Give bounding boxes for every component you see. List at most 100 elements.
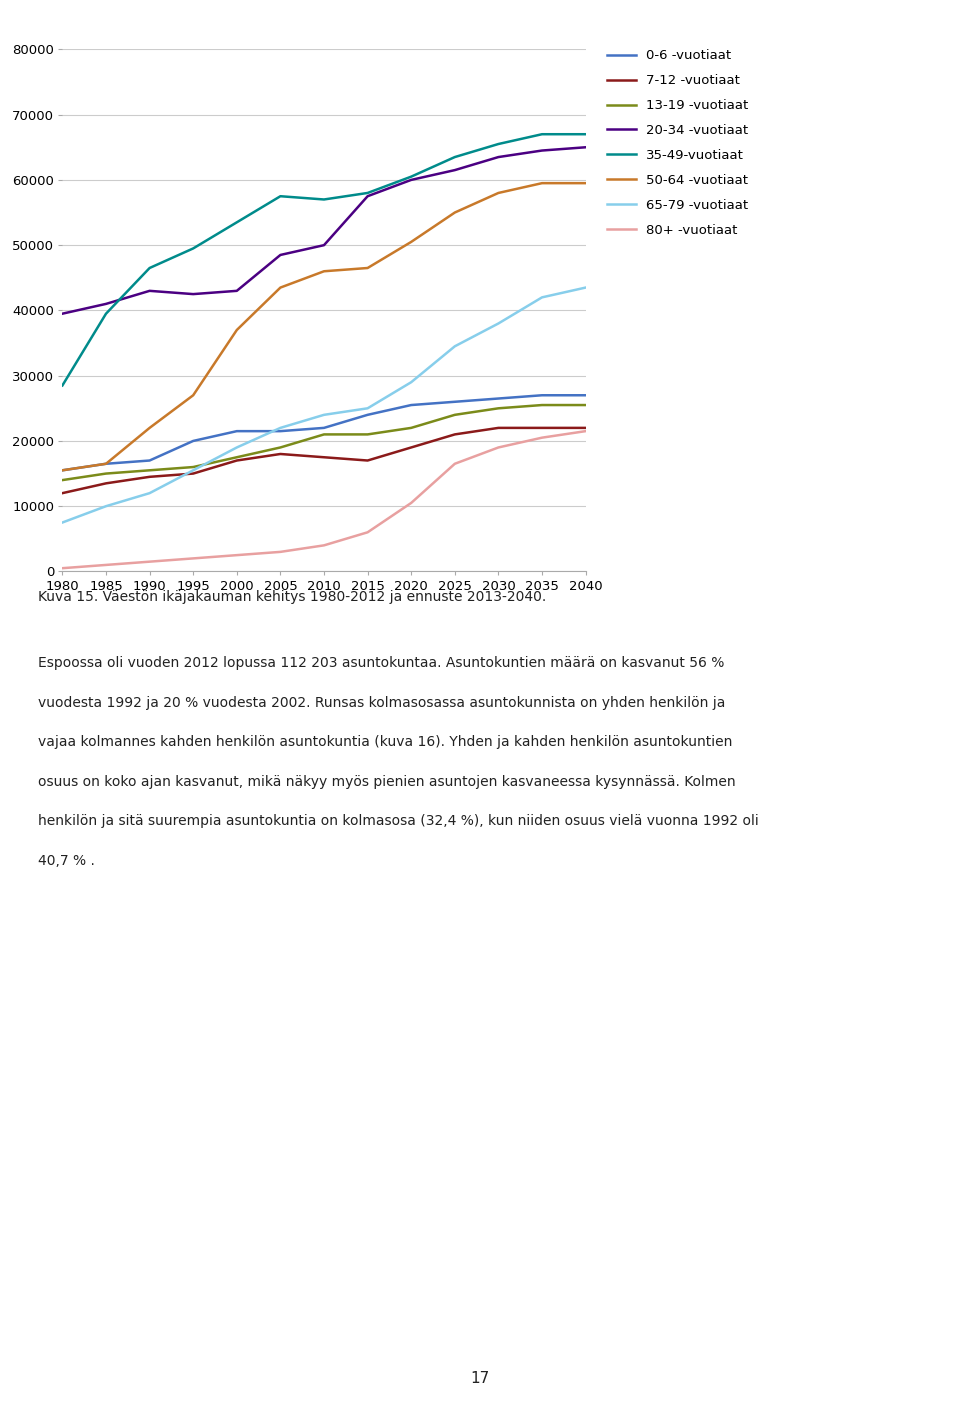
Text: 40,7 % .: 40,7 % . [38,854,95,868]
20-34 -vuotiaat [492,148,504,165]
50-64 -vuotiaat [57,461,68,478]
35-49-vuotiaat [57,377,68,394]
7-12 -vuotiaat [537,419,548,436]
65-79 -vuotiaat [231,439,243,456]
Line: 50-64 -vuotiaat: 50-64 -vuotiaat [62,183,586,470]
20-34 -vuotiaat [580,138,591,155]
50-64 -vuotiaat [100,456,111,473]
50-64 -vuotiaat [449,205,461,222]
80+ -vuotiaat [187,550,199,567]
65-79 -vuotiaat [100,498,111,515]
20-34 -vuotiaat [231,282,243,299]
80+ -vuotiaat [405,494,417,511]
80+ -vuotiaat [144,553,156,570]
7-12 -vuotiaat [275,446,286,463]
50-64 -vuotiaat [319,262,330,279]
Text: vajaa kolmannes kahden henkilön asuntokuntia (kuva 16). Yhden ja kahden henkilön: vajaa kolmannes kahden henkilön asuntoku… [38,735,732,749]
65-79 -vuotiaat [362,399,373,416]
50-64 -vuotiaat [492,185,504,202]
0-6 -vuotiaat [362,406,373,423]
Line: 0-6 -vuotiaat: 0-6 -vuotiaat [62,395,586,470]
0-6 -vuotiaat [144,452,156,468]
20-34 -vuotiaat [449,162,461,179]
20-34 -vuotiaat [100,295,111,312]
7-12 -vuotiaat [187,466,199,483]
80+ -vuotiaat [580,423,591,440]
35-49-vuotiaat [319,190,330,207]
Line: 20-34 -vuotiaat: 20-34 -vuotiaat [62,147,586,313]
13-19 -vuotiaat [449,406,461,423]
35-49-vuotiaat [492,135,504,152]
35-49-vuotiaat [231,214,243,231]
0-6 -vuotiaat [537,387,548,404]
7-12 -vuotiaat [57,484,68,501]
65-79 -vuotiaat [57,514,68,531]
20-34 -vuotiaat [362,188,373,205]
65-79 -vuotiaat [580,279,591,296]
7-12 -vuotiaat [449,426,461,443]
65-79 -vuotiaat [187,461,199,478]
7-12 -vuotiaat [319,449,330,466]
35-49-vuotiaat [100,305,111,322]
13-19 -vuotiaat [537,396,548,413]
0-6 -vuotiaat [580,387,591,404]
65-79 -vuotiaat [319,406,330,423]
0-6 -vuotiaat [405,396,417,413]
Line: 13-19 -vuotiaat: 13-19 -vuotiaat [62,405,586,480]
50-64 -vuotiaat [275,279,286,296]
80+ -vuotiaat [231,546,243,563]
50-64 -vuotiaat [580,175,591,192]
13-19 -vuotiaat [144,461,156,478]
35-49-vuotiaat [537,126,548,143]
13-19 -vuotiaat [100,466,111,483]
0-6 -vuotiaat [100,456,111,473]
50-64 -vuotiaat [187,387,199,404]
0-6 -vuotiaat [231,423,243,440]
7-12 -vuotiaat [580,419,591,436]
50-64 -vuotiaat [231,322,243,339]
Legend: 0-6 -vuotiaat, 7-12 -vuotiaat, 13-19 -vuotiaat, 20-34 -vuotiaat, 35-49-vuotiaat,: 0-6 -vuotiaat, 7-12 -vuotiaat, 13-19 -vu… [601,44,754,241]
80+ -vuotiaat [100,556,111,573]
65-79 -vuotiaat [537,289,548,306]
35-49-vuotiaat [187,240,199,257]
Text: henkilön ja sitä suurempia asuntokuntia on kolmasosa (32,4 %), kun niiden osuus : henkilön ja sitä suurempia asuntokuntia … [38,814,759,828]
0-6 -vuotiaat [275,423,286,440]
80+ -vuotiaat [449,456,461,473]
50-64 -vuotiaat [362,260,373,277]
0-6 -vuotiaat [492,389,504,406]
20-34 -vuotiaat [187,285,199,302]
0-6 -vuotiaat [57,461,68,478]
80+ -vuotiaat [319,536,330,553]
80+ -vuotiaat [57,560,68,577]
20-34 -vuotiaat [319,237,330,254]
50-64 -vuotiaat [144,419,156,436]
Text: osuus on koko ajan kasvanut, mikä näkyy myös pienien asuntojen kasvaneessa kysyn: osuus on koko ajan kasvanut, mikä näkyy … [38,775,736,789]
7-12 -vuotiaat [144,468,156,485]
35-49-vuotiaat [275,188,286,205]
13-19 -vuotiaat [362,426,373,443]
80+ -vuotiaat [362,523,373,540]
20-34 -vuotiaat [57,305,68,322]
Text: vuodesta 1992 ja 20 % vuodesta 2002. Runsas kolmasosassa asuntokunnista on yhden: vuodesta 1992 ja 20 % vuodesta 2002. Run… [38,696,726,710]
13-19 -vuotiaat [275,439,286,456]
35-49-vuotiaat [362,185,373,202]
35-49-vuotiaat [144,260,156,277]
13-19 -vuotiaat [231,449,243,466]
0-6 -vuotiaat [319,419,330,436]
Text: Kuva 15. Väestön ikäjakauman kehitys 1980-2012 ja ennuste 2013-2040.: Kuva 15. Väestön ikäjakauman kehitys 198… [38,590,546,604]
Text: 17: 17 [470,1370,490,1386]
20-34 -vuotiaat [275,247,286,264]
65-79 -vuotiaat [405,374,417,391]
7-12 -vuotiaat [405,439,417,456]
13-19 -vuotiaat [580,396,591,413]
Text: Espoossa oli vuoden 2012 lopussa 112 203 asuntokuntaa. Asuntokuntien määrä on ka: Espoossa oli vuoden 2012 lopussa 112 203… [38,656,725,670]
7-12 -vuotiaat [231,452,243,468]
13-19 -vuotiaat [492,399,504,416]
65-79 -vuotiaat [144,484,156,501]
Line: 7-12 -vuotiaat: 7-12 -vuotiaat [62,428,586,492]
Line: 35-49-vuotiaat: 35-49-vuotiaat [62,134,586,385]
Line: 65-79 -vuotiaat: 65-79 -vuotiaat [62,288,586,522]
7-12 -vuotiaat [362,452,373,468]
50-64 -vuotiaat [537,175,548,192]
7-12 -vuotiaat [492,419,504,436]
